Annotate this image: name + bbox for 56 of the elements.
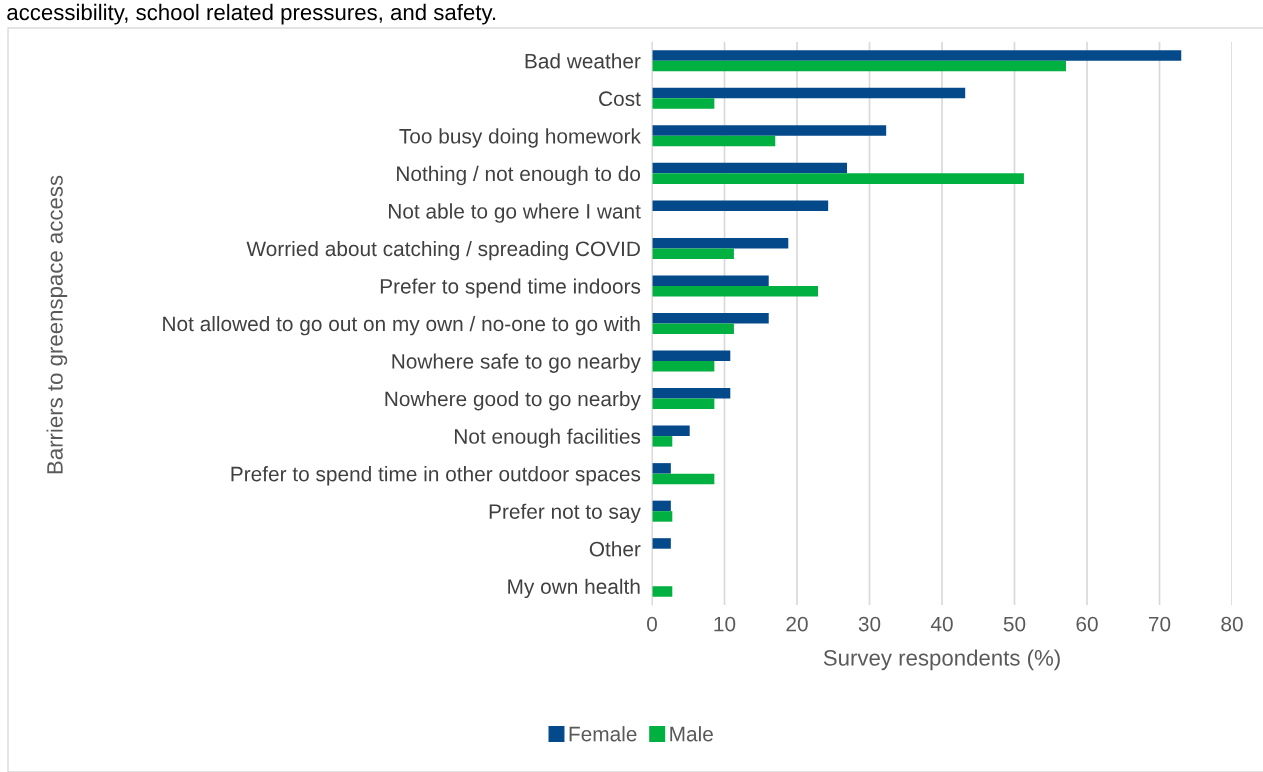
legend-label: Female [569,726,637,742]
y-tick-label: My own health [508,578,640,599]
bar [652,87,966,99]
bar [652,463,671,474]
x-tick-label: 30 [858,616,881,632]
x-tick-label: 20 [786,616,808,632]
bar [652,98,715,109]
bar [652,173,1024,184]
y-tick-label: Prefer not to say [489,503,641,524]
bar [652,425,690,437]
y-tick-label: Prefer to spend time in other outdoor spaces [231,466,641,486]
y-tick-label: Other [589,541,641,557]
text: accessibility, school related pressures, and safety. [7,3,496,25]
y-tick-label: Not enough facilities [455,428,641,448]
bar [652,388,731,399]
y-tick-label: Nothing / not enough to do [397,165,641,186]
legend-label: Male [670,726,713,742]
y-tick-label: Prefer to spend time indoors [380,278,641,298]
x-tick-label: 40 [930,616,953,632]
y-tick-label: Cost [599,91,641,107]
x-tick-label: 60 [1076,616,1098,632]
bar [652,398,715,410]
bar [652,538,671,549]
bar [652,125,887,136]
x-tick-label: 10 [714,616,736,632]
bar [652,135,776,147]
bar [652,586,673,597]
bar [652,361,715,372]
x-tick-label: 0 [647,616,657,632]
bar [652,60,1066,72]
y-tick-label: Not allowed to go out on my own / no-one to go with [163,315,640,336]
y-tick-label: Too busy doing homework [399,128,641,148]
x-tick-label: 80 [1221,616,1243,632]
x-axis-title: Survey respondents (%) [823,649,1060,671]
bar [652,275,769,286]
bar [652,323,734,335]
y-axis-title: Barriers to greenspace access [46,175,68,474]
bar [652,350,731,362]
bar [652,511,673,522]
bar [652,200,829,211]
bar [652,312,769,324]
y-tick-label: Nowhere safe to go nearby [392,353,641,373]
y-tick-label: Bad weather [525,53,641,69]
y-tick-label: Nowhere good to go nearby [385,391,641,411]
bar [652,436,673,447]
bar [652,162,848,174]
bar [652,500,671,512]
bar [652,473,715,485]
bar [652,248,734,259]
bar [652,285,819,297]
bar [652,237,789,249]
bar [652,50,1182,61]
x-tick-label: 70 [1148,616,1171,632]
x-tick-label: 50 [1003,616,1026,632]
y-tick-label: Worried about catching / spreading COVID [246,240,640,261]
y-tick-label: Not able to go where I want [388,203,641,223]
